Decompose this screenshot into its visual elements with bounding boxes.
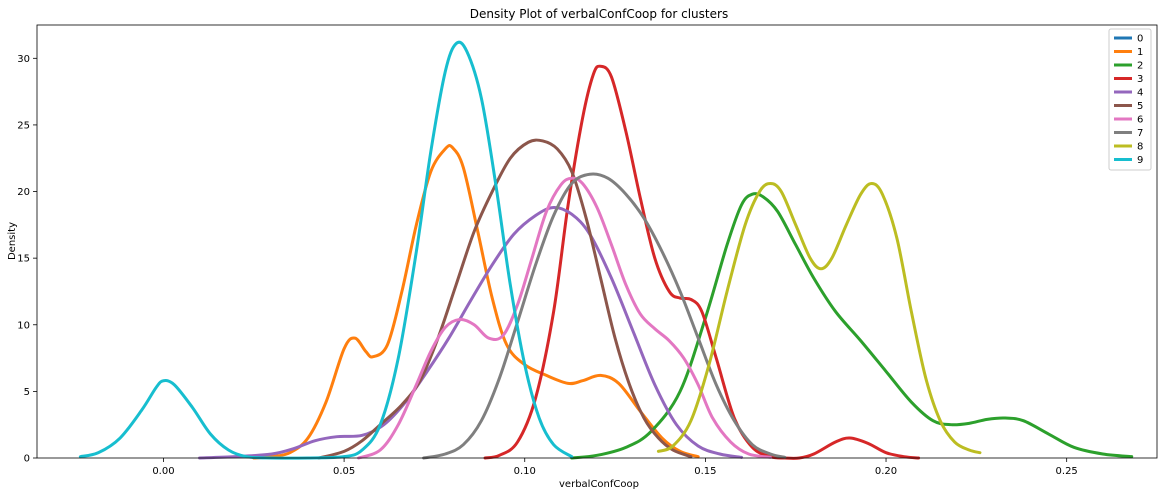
series-line-4 (198, 206, 744, 460)
legend-label-2: 2 (1137, 61, 1143, 72)
legend-label-5: 5 (1137, 101, 1143, 112)
plot-frame (36, 24, 1158, 459)
y-tick-label: 0 (24, 454, 30, 465)
legend-label-0: 0 (1137, 34, 1143, 45)
y-tick-label: 15 (17, 254, 30, 265)
legend-label-8: 8 (1137, 142, 1143, 153)
x-tick-label: 0.25 (1056, 466, 1078, 477)
series-line-3 (483, 64, 921, 460)
y-tick-label: 5 (24, 387, 30, 398)
x-axis-label: verbalConfCoop (559, 479, 639, 490)
series-line-7 (422, 172, 787, 460)
legend: 0 1 2 3 4 5 6 7 8 9 (1108, 28, 1152, 171)
legend-label-7: 7 (1137, 128, 1143, 139)
x-tick-label: 0.20 (875, 466, 897, 477)
series-line-9 (78, 40, 574, 460)
x-tick-label: 0.00 (152, 466, 174, 477)
x-tick-label: 0.05 (333, 466, 355, 477)
legend-label-1: 1 (1137, 47, 1143, 58)
plot-area (78, 40, 1134, 460)
chart-title: Density Plot of verbalConfCoop for clust… (470, 7, 728, 21)
series-line-5 (317, 138, 693, 460)
y-tick-label: 10 (17, 320, 30, 331)
legend-label-9: 9 (1137, 155, 1143, 166)
legend-label-3: 3 (1137, 74, 1143, 85)
y-tick-label: 20 (17, 187, 30, 198)
x-tick-label: 0.10 (514, 466, 536, 477)
series-line-1 (252, 144, 700, 460)
x-tick-label: 0.15 (694, 466, 716, 477)
y-tick-label: 30 (17, 54, 30, 65)
legend-label-4: 4 (1137, 88, 1143, 99)
series-line-8 (656, 182, 982, 455)
y-tick-label: 25 (17, 120, 30, 131)
y-axis-label: Density (7, 222, 18, 260)
series-line-2 (570, 192, 1134, 460)
series-line-6 (357, 176, 772, 460)
legend-label-6: 6 (1137, 115, 1143, 126)
